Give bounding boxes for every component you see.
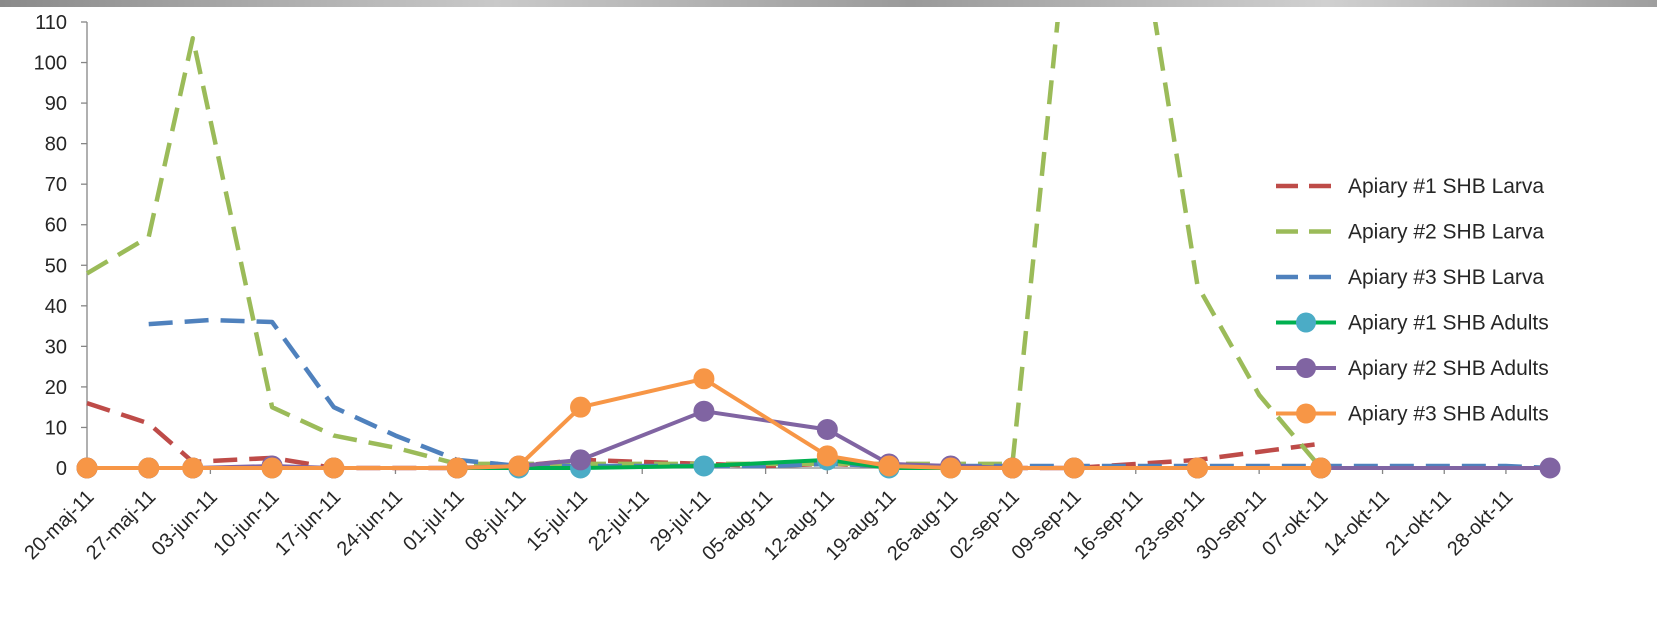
legend-label: Apiary #1 SHB Larva	[1348, 175, 1544, 198]
data-point	[1063, 457, 1085, 479]
data-point	[816, 418, 838, 440]
y-tick-label: 80	[45, 134, 67, 156]
data-point	[508, 455, 530, 477]
y-tick-label: 60	[45, 215, 67, 237]
series-2	[85, 22, 1323, 470]
data-point	[323, 457, 345, 479]
x-tick-label: 24-jun-11	[333, 486, 407, 560]
legend-label: Apiary #3 SHB Larva	[1348, 266, 1544, 289]
data-point	[878, 455, 900, 477]
y-tick-label: 20	[45, 377, 67, 399]
y-tick-label: 70	[45, 174, 67, 196]
data-point	[182, 457, 204, 479]
y-tick-label: 90	[45, 93, 67, 115]
legend-label: Apiary #2 SHB Adults	[1348, 357, 1549, 380]
x-tick-label: 21-okt-11	[1382, 486, 1456, 560]
y-tick-label: 10	[45, 417, 67, 439]
x-tick-label: 08-jul-11	[461, 486, 531, 556]
data-point	[1186, 457, 1208, 479]
data-point	[570, 449, 592, 471]
series-line	[85, 22, 1323, 470]
y-tick-label: 0	[56, 458, 67, 480]
legend-item: Apiary #1 SHB Adults	[1276, 312, 1549, 335]
x-axis: 20-maj-1127-maj-1103-jun-1110-jun-1117-j…	[20, 467, 1550, 565]
y-tick-label: 100	[34, 53, 67, 75]
data-point	[76, 457, 98, 479]
legend-item: Apiary #2 SHB Larva	[1276, 221, 1544, 244]
data-point	[1001, 457, 1023, 479]
data-point	[261, 457, 283, 479]
x-tick-label: 22-jul-11	[584, 486, 654, 556]
data-point	[446, 457, 468, 479]
series-line	[148, 317, 1551, 471]
x-tick-label: 28-okt-11	[1443, 486, 1517, 560]
data-point	[138, 457, 160, 479]
y-tick-label: 50	[45, 255, 67, 277]
y-tick-label: 40	[45, 296, 67, 318]
legend-item: Apiary #2 SHB Adults	[1276, 357, 1549, 380]
legend-label: Apiary #1 SHB Adults	[1348, 312, 1549, 335]
legend-item: Apiary #1 SHB Larva	[1276, 175, 1544, 198]
data-point	[940, 457, 962, 479]
x-tick-label: 01-jul-11	[399, 486, 469, 556]
legend-marker	[1296, 403, 1316, 424]
legend-label: Apiary #2 SHB Larva	[1348, 221, 1544, 244]
series-line	[85, 376, 1323, 470]
data-point	[816, 445, 838, 467]
x-tick-label: 14-okt-11	[1320, 486, 1394, 560]
legend-label: Apiary #3 SHB Adults	[1348, 403, 1549, 426]
x-tick-label: 15-jul-11	[523, 486, 593, 556]
top-photo-strip	[0, 0, 1657, 7]
data-point	[570, 396, 592, 418]
y-tick-label: 110	[35, 12, 67, 34]
legend-item: Apiary #3 SHB Adults	[1276, 403, 1549, 426]
x-tick-label: 10-jun-11	[209, 486, 283, 560]
x-tick-label: 17-jun-11	[271, 486, 345, 560]
legend-marker	[1296, 312, 1316, 333]
legend-marker	[1296, 358, 1316, 378]
legend-item: Apiary #3 SHB Larva	[1276, 266, 1544, 289]
data-point	[1310, 457, 1332, 479]
data-point	[693, 400, 715, 422]
series-layer	[76, 22, 1561, 479]
data-point	[693, 455, 715, 477]
series-6	[76, 368, 1332, 479]
data-point	[693, 368, 715, 390]
x-tick-label: 07-okt-11	[1258, 486, 1332, 560]
legend: Apiary #1 SHB Larva Apiary #2 SHB Larva Ap…	[1276, 175, 1549, 426]
y-axis: 0 10 20 30 40 50 60 70 80 90 100 110	[34, 12, 88, 480]
series-3	[148, 317, 1551, 471]
y-tick-label: 30	[45, 336, 67, 358]
data-point	[1539, 457, 1561, 479]
x-tick-label: 03-jun-11	[148, 486, 222, 560]
